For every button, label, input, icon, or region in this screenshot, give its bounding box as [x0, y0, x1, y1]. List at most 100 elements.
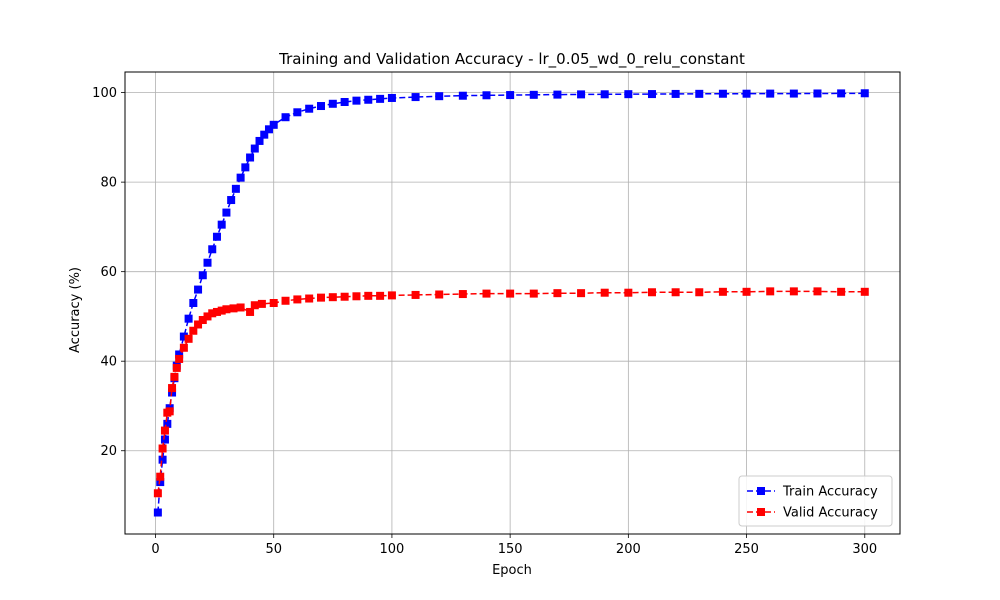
series-layer — [153, 89, 869, 517]
train-accuracy-marker — [156, 478, 165, 487]
valid-accuracy-marker — [340, 292, 349, 301]
valid-accuracy-marker — [718, 287, 727, 296]
valid-accuracy-marker — [179, 343, 188, 352]
train-accuracy-marker — [352, 96, 361, 105]
train-accuracy-marker — [163, 419, 172, 428]
chart-title: Training and Validation Accuracy - lr_0.… — [278, 50, 745, 69]
legend-train-accuracy-marker — [757, 487, 765, 495]
valid-accuracy-marker — [789, 287, 798, 296]
valid-accuracy-marker — [600, 288, 609, 297]
train-accuracy-marker — [647, 90, 656, 99]
train-accuracy-marker — [742, 89, 751, 98]
valid-accuracy-marker — [506, 289, 515, 298]
train-accuracy-marker — [194, 285, 203, 294]
valid-accuracy-marker — [257, 299, 266, 308]
valid-accuracy-marker — [376, 291, 385, 300]
valid-accuracy-marker — [293, 295, 302, 304]
valid-accuracy-marker — [695, 288, 704, 297]
train-accuracy-marker — [203, 258, 212, 267]
valid-accuracy-marker — [577, 289, 586, 298]
train-accuracy-marker — [255, 136, 264, 145]
train-accuracy-marker — [482, 91, 491, 100]
train-accuracy-marker — [260, 130, 269, 139]
train-accuracy-marker — [837, 89, 846, 98]
valid-accuracy-marker — [184, 334, 193, 343]
train-accuracy-marker — [387, 93, 396, 102]
train-accuracy-marker — [293, 108, 302, 117]
valid-accuracy-marker — [203, 312, 212, 321]
valid-accuracy-marker — [229, 304, 238, 313]
train-accuracy-marker — [208, 245, 217, 254]
train-accuracy-marker — [671, 89, 680, 98]
y-tick-label: 60 — [100, 265, 117, 280]
train-accuracy-marker — [153, 508, 162, 517]
valid-accuracy-marker — [212, 307, 221, 316]
x-tick-label: 0 — [151, 542, 159, 557]
train-accuracy-marker — [212, 232, 221, 241]
plot-frame — [124, 71, 901, 535]
valid-accuracy-marker — [671, 288, 680, 297]
train-accuracy-marker — [624, 90, 633, 99]
train-accuracy-marker — [458, 91, 467, 100]
train-accuracy-marker — [175, 350, 184, 359]
train-accuracy-marker — [236, 173, 245, 182]
train-accuracy-marker — [281, 113, 290, 122]
valid-accuracy-marker — [198, 316, 207, 325]
valid-accuracy-marker — [246, 307, 255, 316]
x-tick-label: 50 — [265, 542, 282, 557]
valid-accuracy-marker — [435, 290, 444, 299]
valid-accuracy-marker — [170, 372, 179, 381]
train-accuracy-marker — [198, 271, 207, 280]
y-tick-label: 80 — [100, 176, 117, 191]
valid-accuracy-marker — [281, 296, 290, 305]
train-accuracy-marker — [231, 184, 240, 193]
valid-accuracy-marker — [411, 290, 420, 299]
train-accuracy-marker — [217, 220, 226, 229]
valid-accuracy-marker — [742, 287, 751, 296]
y-axis-label: Accuracy (%) — [68, 267, 83, 353]
train-accuracy-marker — [160, 435, 169, 444]
valid-accuracy-marker — [172, 363, 181, 372]
x-axis-label: Epoch — [492, 563, 532, 578]
tick-layer: 0 50 100 150 200 250 300 20 40 60 80 100 — [92, 86, 877, 557]
legend: Train Accuracy Valid Accuracy — [738, 475, 893, 527]
valid-accuracy-marker — [175, 354, 184, 363]
x-tick-label: 300 — [852, 542, 877, 557]
valid-accuracy-marker — [328, 293, 337, 302]
legend-box — [738, 475, 893, 527]
legend-train-accuracy-label: Train Accuracy — [782, 485, 878, 500]
train-accuracy-marker — [246, 153, 255, 162]
train-accuracy-marker — [158, 455, 167, 464]
y-tick-label: 20 — [100, 444, 117, 459]
valid-accuracy-marker — [189, 326, 198, 335]
valid-accuracy-marker — [217, 306, 226, 315]
valid-accuracy-marker — [156, 472, 165, 481]
train-accuracy-marker — [435, 92, 444, 101]
train-accuracy-marker — [506, 91, 515, 100]
valid-accuracy-marker — [387, 291, 396, 300]
train-accuracy-marker — [718, 89, 727, 98]
train-accuracy-marker — [264, 125, 273, 134]
train-accuracy-marker — [577, 90, 586, 99]
valid-accuracy-marker — [250, 301, 259, 310]
train-accuracy-marker — [813, 89, 822, 98]
train-accuracy-marker — [766, 89, 775, 98]
valid-accuracy-marker — [194, 320, 203, 329]
train-accuracy-marker — [789, 89, 798, 98]
train-accuracy-marker — [553, 90, 562, 99]
valid-accuracy-marker — [837, 287, 846, 296]
valid-accuracy-marker — [860, 287, 869, 296]
valid-accuracy-marker — [553, 289, 562, 298]
train-accuracy-marker — [364, 95, 373, 104]
train-accuracy-marker — [184, 314, 193, 323]
train-accuracy-marker — [695, 89, 704, 98]
valid-accuracy-marker — [364, 291, 373, 300]
x-tick-label: 200 — [616, 542, 641, 557]
y-tick-label: 40 — [100, 355, 117, 370]
train-accuracy-marker — [241, 163, 250, 172]
valid-accuracy-marker — [160, 426, 169, 435]
train-accuracy-marker — [328, 99, 337, 108]
train-accuracy-marker — [179, 332, 188, 341]
valid-accuracy-marker — [153, 489, 162, 498]
